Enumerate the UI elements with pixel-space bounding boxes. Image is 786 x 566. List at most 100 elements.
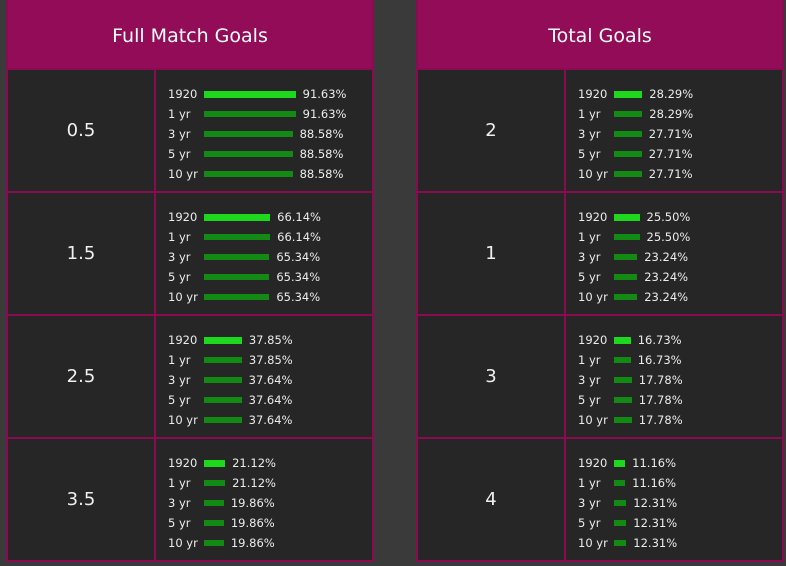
stat-percentage: 27.71% bbox=[648, 167, 693, 181]
stat-period: 1 yr bbox=[578, 476, 601, 490]
percentage-bar bbox=[204, 480, 226, 486]
stat-period: 1920 bbox=[578, 210, 608, 224]
goals-row: 0.5 1920 91.63% 1 yr 91.63% 3 yr 88.58% 5 yr 88.… bbox=[8, 68, 372, 191]
stat-period: 1920 bbox=[578, 87, 608, 101]
percentage-bar bbox=[204, 377, 242, 383]
stat-percentage: 17.78% bbox=[638, 413, 683, 427]
stat-period: 10 yr bbox=[168, 290, 198, 304]
percentage-bar bbox=[204, 111, 296, 117]
stats-cell: 1920 66.14% 1 yr 66.14% 3 yr 65.34% 5 yr 65.34%… bbox=[156, 193, 372, 314]
stat-period: 5 yr bbox=[578, 393, 601, 407]
stat-line: 1 yr 66.14% bbox=[168, 227, 372, 247]
goal-line-label: 2.5 bbox=[8, 316, 156, 437]
stat-line: 3 yr 27.71% bbox=[578, 124, 782, 144]
percentage-bar bbox=[614, 500, 627, 506]
percentage-bar bbox=[614, 397, 632, 403]
stat-line: 1920 25.50% bbox=[578, 207, 782, 227]
stat-period: 1920 bbox=[168, 210, 198, 224]
stat-period: 5 yr bbox=[578, 516, 601, 530]
percentage-bar bbox=[614, 213, 640, 221]
stat-line: 1920 28.29% bbox=[578, 84, 782, 104]
goals-row: 2 1920 28.29% 1 yr 28.29% 3 yr 27.71% 5 yr 27.71… bbox=[418, 68, 782, 191]
stat-period: 5 yr bbox=[168, 393, 191, 407]
percentage-bar bbox=[614, 151, 642, 157]
stat-line: 1920 21.12% bbox=[168, 453, 372, 473]
stat-period: 1 yr bbox=[168, 476, 191, 490]
stat-percentage: 16.73% bbox=[637, 333, 682, 347]
stat-percentage: 88.58% bbox=[299, 147, 344, 161]
stat-line: 5 yr 65.34% bbox=[168, 267, 372, 287]
stats-cell: 1920 21.12% 1 yr 21.12% 3 yr 19.86% 5 yr 19.86%… bbox=[156, 439, 372, 560]
percentage-bar bbox=[614, 459, 626, 467]
stat-percentage: 11.16% bbox=[632, 456, 677, 470]
stat-percentage: 91.63% bbox=[302, 87, 347, 101]
panel-title: Full Match Goals bbox=[8, 0, 372, 68]
stat-period: 1 yr bbox=[578, 107, 601, 121]
stat-percentage: 37.85% bbox=[248, 353, 293, 367]
percentage-bar bbox=[614, 131, 642, 137]
goal-line-label: 3 bbox=[418, 316, 566, 437]
stat-line: 1920 66.14% bbox=[168, 207, 372, 227]
goal-line-label: 1 bbox=[418, 193, 566, 314]
percentage-bar bbox=[614, 171, 642, 177]
stat-percentage: 25.50% bbox=[646, 210, 691, 224]
percentage-bar bbox=[204, 234, 271, 240]
stat-line: 10 yr 27.71% bbox=[578, 164, 782, 184]
percentage-bar bbox=[204, 336, 242, 344]
stat-line: 10 yr 23.24% bbox=[578, 287, 782, 307]
stat-line: 1 yr 28.29% bbox=[578, 104, 782, 124]
goals-row: 2.5 1920 37.85% 1 yr 37.85% 3 yr 37.64% 5 yr 37.… bbox=[8, 314, 372, 437]
stat-percentage: 12.31% bbox=[633, 516, 678, 530]
goals-row: 1 1920 25.50% 1 yr 25.50% 3 yr 23.24% 5 yr 23.24… bbox=[418, 191, 782, 314]
percentage-bar bbox=[614, 90, 643, 98]
stat-percentage: 27.71% bbox=[648, 127, 693, 141]
stat-percentage: 17.78% bbox=[638, 393, 683, 407]
percentage-bar bbox=[614, 274, 638, 280]
stat-line: 10 yr 65.34% bbox=[168, 287, 372, 307]
stat-percentage: 37.64% bbox=[248, 373, 293, 387]
stat-period: 5 yr bbox=[578, 147, 601, 161]
stat-line: 10 yr 17.78% bbox=[578, 410, 782, 430]
stat-percentage: 25.50% bbox=[646, 230, 691, 244]
stat-line: 5 yr 37.64% bbox=[168, 390, 372, 410]
stat-period: 10 yr bbox=[168, 167, 198, 181]
percentage-bar bbox=[204, 274, 270, 280]
percentage-bar bbox=[614, 520, 627, 526]
stat-percentage: 19.86% bbox=[230, 496, 275, 510]
stat-line: 10 yr 88.58% bbox=[168, 164, 372, 184]
stat-line: 10 yr 37.64% bbox=[168, 410, 372, 430]
goals-row: 3 1920 16.73% 1 yr 16.73% 3 yr 17.78% 5 yr 17.78… bbox=[418, 314, 782, 437]
stats-cell: 1920 37.85% 1 yr 37.85% 3 yr 37.64% 5 yr 37.64%… bbox=[156, 316, 372, 437]
stat-line: 1 yr 16.73% bbox=[578, 350, 782, 370]
stat-percentage: 27.71% bbox=[648, 147, 693, 161]
stat-line: 1 yr 21.12% bbox=[168, 473, 372, 493]
percentage-bar bbox=[614, 111, 643, 117]
stat-line: 5 yr 88.58% bbox=[168, 144, 372, 164]
stat-period: 1920 bbox=[168, 333, 198, 347]
percentage-bar bbox=[614, 234, 640, 240]
stat-percentage: 23.24% bbox=[644, 290, 689, 304]
stat-percentage: 12.31% bbox=[633, 496, 678, 510]
percentage-bar bbox=[204, 540, 224, 546]
stat-period: 3 yr bbox=[578, 373, 601, 387]
stat-period: 1 yr bbox=[168, 107, 191, 121]
goals-row: 4 1920 11.16% 1 yr 11.16% 3 yr 12.31% 5 yr 12.31… bbox=[418, 437, 782, 560]
stat-period: 1920 bbox=[168, 456, 198, 470]
stat-percentage: 19.86% bbox=[230, 536, 275, 550]
stat-line: 3 yr 37.64% bbox=[168, 370, 372, 390]
percentage-bar bbox=[204, 151, 293, 157]
stats-cell: 1920 28.29% 1 yr 28.29% 3 yr 27.71% 5 yr 27.71%… bbox=[566, 70, 782, 191]
stat-percentage: 16.73% bbox=[637, 353, 682, 367]
stat-period: 3 yr bbox=[168, 127, 191, 141]
goals-rows: 0.5 1920 91.63% 1 yr 91.63% 3 yr 88.58% 5 yr 88.… bbox=[8, 68, 372, 560]
percentage-bar bbox=[204, 254, 270, 260]
percentage-bar bbox=[204, 131, 293, 137]
percentage-bar bbox=[204, 417, 242, 423]
stat-line: 1920 37.85% bbox=[168, 330, 372, 350]
percentage-bar bbox=[204, 397, 242, 403]
stat-line: 3 yr 65.34% bbox=[168, 247, 372, 267]
stat-line: 1 yr 91.63% bbox=[168, 104, 372, 124]
stat-percentage: 21.12% bbox=[232, 476, 276, 490]
stat-period: 10 yr bbox=[168, 413, 198, 427]
stat-period: 3 yr bbox=[578, 127, 601, 141]
